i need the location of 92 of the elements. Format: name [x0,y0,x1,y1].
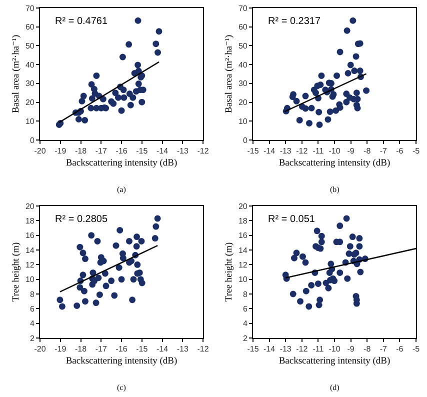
x-tick-label: -6 [396,146,404,156]
x-tick-label: -8 [364,146,372,156]
y-tick-label: 20 [238,202,248,211]
x-tick-label: -19 [54,344,67,354]
y-tick-label: 10 [238,116,248,126]
y-tick-label: 12 [25,260,35,270]
y-tick-label: 20 [25,98,35,108]
y-tick-label: 12 [238,260,248,270]
x-axis-title: Backscattering intensity (dB) [66,356,178,367]
y-tick-label: 16 [238,231,248,240]
x-tick-label: -11 [312,344,324,354]
y-axis-title: Tree height (m) [12,242,22,302]
x-tick-label: -18 [74,146,88,156]
x-tick-label: -5 [412,146,420,156]
x-tick-label: -20 [34,146,46,156]
x-axis-title: Backscattering intensity (dB) [278,356,390,367]
y-tick-label: 20 [238,98,248,108]
y-tick-label: 4 [30,319,35,328]
x-tick-label: -19 [54,146,67,156]
x-tick-label: -11 [312,146,324,156]
x-tick-label: -16 [116,146,128,156]
x-tick-label: -17 [95,146,108,156]
y-tick-label: 18 [25,216,35,226]
y-axis-title: Basal area (m²·ha⁻¹) [224,34,235,114]
y-tick-label: 20 [25,202,35,211]
annotation: R² = 0.2805 [55,214,108,225]
y-axis-title: Basal area (m²·ha⁻¹) [12,34,22,114]
y-tick-label: 30 [238,79,248,88]
x-tick-label: -16 [116,344,128,354]
x-tick-label: -7 [380,146,388,156]
y-tick-label: 8 [30,290,35,299]
y-tick-label: 0 [30,136,35,145]
x-tick-label: -14 [264,146,276,156]
y-tick-label: 40 [238,60,248,70]
y-tick-label: 2 [30,334,35,343]
x-tick-label: -6 [396,344,404,354]
x-tick-label: -12 [197,146,210,156]
y-tick-label: 50 [238,42,248,51]
y-tick-label: 10 [238,275,248,284]
y-tick-label: 70 [25,4,35,13]
x-tick-label: -10 [328,344,341,354]
text: (c) [117,383,126,392]
y-tick-label: 70 [238,4,248,13]
x-tick-label: -20 [34,344,46,354]
x-axis-title: Backscattering intensity (dB) [66,158,178,169]
y-tick-label: 16 [25,231,35,240]
x-tick-label: -14 [156,146,169,156]
text: (d) [330,383,340,392]
y-tick-label: 50 [25,42,35,51]
y-tick-label: 30 [25,79,35,88]
x-tick-label: -7 [380,344,388,354]
y-tick-label: 2 [242,334,248,343]
y-tick-label: 40 [25,60,35,70]
annotation: R² = 0.4761 [55,16,108,27]
x-tick-label: -17 [95,344,108,354]
y-tick-label: 14 [25,246,35,255]
y-tick-label: 14 [238,246,248,255]
x-tick-label: -10 [328,146,341,156]
y-tick-label: 60 [238,22,248,32]
x-tick-label: -15 [136,344,148,354]
x-tick-label: -12 [296,344,308,354]
x-tick-label: -14 [264,344,276,354]
x-tick-label: -13 [176,146,189,156]
y-tick-label: 8 [242,290,248,299]
x-tick-label: -15 [136,146,148,156]
x-tick-label: -9 [347,146,355,156]
y-tick-label: 4 [242,319,248,328]
y-axis-title: Tree height (m) [224,242,235,302]
y-tick-label: 6 [30,304,35,314]
y-tick-label: 0 [242,136,248,145]
x-tick-label: -13 [176,344,189,354]
x-tick-label: -9 [347,344,355,354]
x-axis-title: Backscattering intensity (dB) [278,158,390,169]
text: (b) [330,185,340,194]
x-tick-label: -13 [280,344,292,354]
x-tick-label: -12 [296,146,308,156]
y-tick-label: 10 [25,116,35,126]
x-tick-label: -15 [247,344,260,354]
annotation: R² = 0.051 [268,214,316,225]
x-tick-label: -18 [74,344,88,354]
y-tick-label: 18 [238,216,248,226]
x-tick-label: -5 [412,344,420,354]
x-tick-label: -12 [197,344,210,354]
y-tick-label: 10 [25,275,35,284]
x-tick-label: -14 [156,344,169,354]
x-tick-label: -8 [364,344,372,354]
text: (a) [117,185,126,194]
x-tick-label: -13 [280,146,292,156]
y-tick-label: 60 [25,22,35,32]
annotation: R² = 0.2317 [268,16,321,27]
x-tick-label: -15 [247,146,260,156]
y-tick-label: 6 [242,304,248,314]
